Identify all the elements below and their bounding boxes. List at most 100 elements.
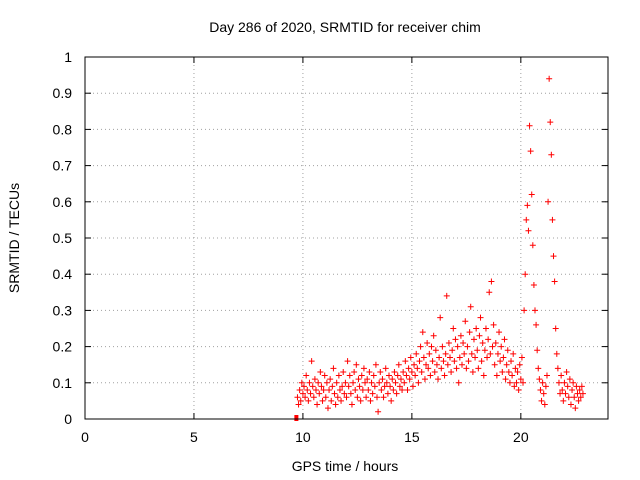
data-point (425, 365, 432, 372)
data-point (524, 202, 531, 209)
x-tick-labels: 0 5 10 15 20 (81, 429, 529, 445)
data-point (329, 383, 336, 390)
x-tick-label: 20 (513, 429, 529, 445)
data-point (473, 325, 480, 332)
data-point (346, 372, 353, 379)
data-points (294, 75, 586, 415)
data-point (496, 329, 503, 336)
data-point (339, 383, 346, 390)
data-point (549, 216, 556, 223)
x-tick-label: 0 (81, 429, 89, 445)
data-point (408, 368, 415, 375)
data-point (437, 314, 444, 321)
data-point (476, 332, 483, 339)
data-point (296, 387, 303, 394)
data-point (481, 347, 488, 354)
data-point (528, 191, 535, 198)
data-point (541, 401, 548, 408)
data-point (489, 343, 496, 350)
data-point (403, 372, 410, 379)
data-point (542, 383, 549, 390)
zero-marker (294, 415, 299, 421)
y-axis-label: SRMTID / TECUs (6, 183, 22, 293)
data-point (328, 397, 335, 404)
data-point (294, 394, 301, 401)
zero-marker-layer (294, 415, 299, 421)
data-point (317, 368, 324, 375)
y-tick-label: 1 (64, 49, 72, 65)
data-point (356, 383, 363, 390)
data-point (421, 376, 428, 383)
data-point (344, 358, 351, 365)
data-point (462, 318, 469, 325)
data-point (480, 372, 487, 379)
data-point (362, 379, 369, 386)
data-point (452, 336, 459, 343)
data-point (573, 383, 580, 390)
data-point (318, 383, 325, 390)
data-point (399, 387, 406, 394)
data-point (559, 387, 566, 394)
data-point (389, 376, 396, 383)
data-point (545, 198, 552, 205)
data-point (404, 387, 411, 394)
data-point (310, 394, 317, 401)
data-point (518, 354, 525, 361)
data-point (406, 376, 413, 383)
data-point (376, 379, 383, 386)
data-point (305, 397, 312, 404)
data-point (513, 379, 520, 386)
data-point (387, 383, 394, 390)
y-tick-label: 0 (64, 411, 72, 427)
data-point (579, 390, 586, 397)
data-point (445, 339, 452, 346)
grid-lines (85, 57, 608, 419)
data-point (419, 329, 426, 336)
data-point (314, 401, 321, 408)
data-point (418, 368, 425, 375)
data-point (511, 383, 518, 390)
data-point (407, 354, 414, 361)
data-point (472, 354, 479, 361)
chart-title: Day 286 of 2020, SRMTID for receiver chi… (209, 19, 481, 35)
data-point (393, 390, 400, 397)
data-point (388, 397, 395, 404)
data-point (415, 379, 422, 386)
data-point (383, 379, 390, 386)
data-point (500, 354, 507, 361)
data-point (464, 343, 471, 350)
x-tick-label: 5 (190, 429, 198, 445)
data-point (306, 379, 313, 386)
data-point (417, 343, 424, 350)
data-point (303, 372, 310, 379)
data-point (350, 379, 357, 386)
data-point (351, 368, 358, 375)
data-point (365, 387, 372, 394)
data-point (363, 394, 370, 401)
data-point (334, 394, 341, 401)
data-point (427, 372, 434, 379)
data-point (368, 379, 375, 386)
data-point (438, 365, 445, 372)
y-tick-label: 0.6 (53, 194, 73, 210)
data-point (359, 387, 366, 394)
data-point (302, 394, 309, 401)
data-point (451, 358, 458, 365)
y-tick-label: 0.2 (53, 339, 73, 355)
data-point (347, 390, 354, 397)
x-tick-label: 15 (404, 429, 420, 445)
data-point (520, 379, 527, 386)
data-point (571, 394, 578, 401)
data-point (501, 336, 508, 343)
data-point (576, 387, 583, 394)
data-point (491, 361, 498, 368)
y-tick-labels: 0 0.1 0.2 0.3 0.4 0.5 0.6 0.7 0.8 0.9 1 (53, 49, 73, 427)
data-point (574, 390, 581, 397)
data-point (307, 390, 314, 397)
data-point (569, 387, 576, 394)
data-point (360, 365, 367, 372)
data-point (553, 350, 560, 357)
data-point (366, 368, 373, 375)
data-point (454, 343, 461, 350)
